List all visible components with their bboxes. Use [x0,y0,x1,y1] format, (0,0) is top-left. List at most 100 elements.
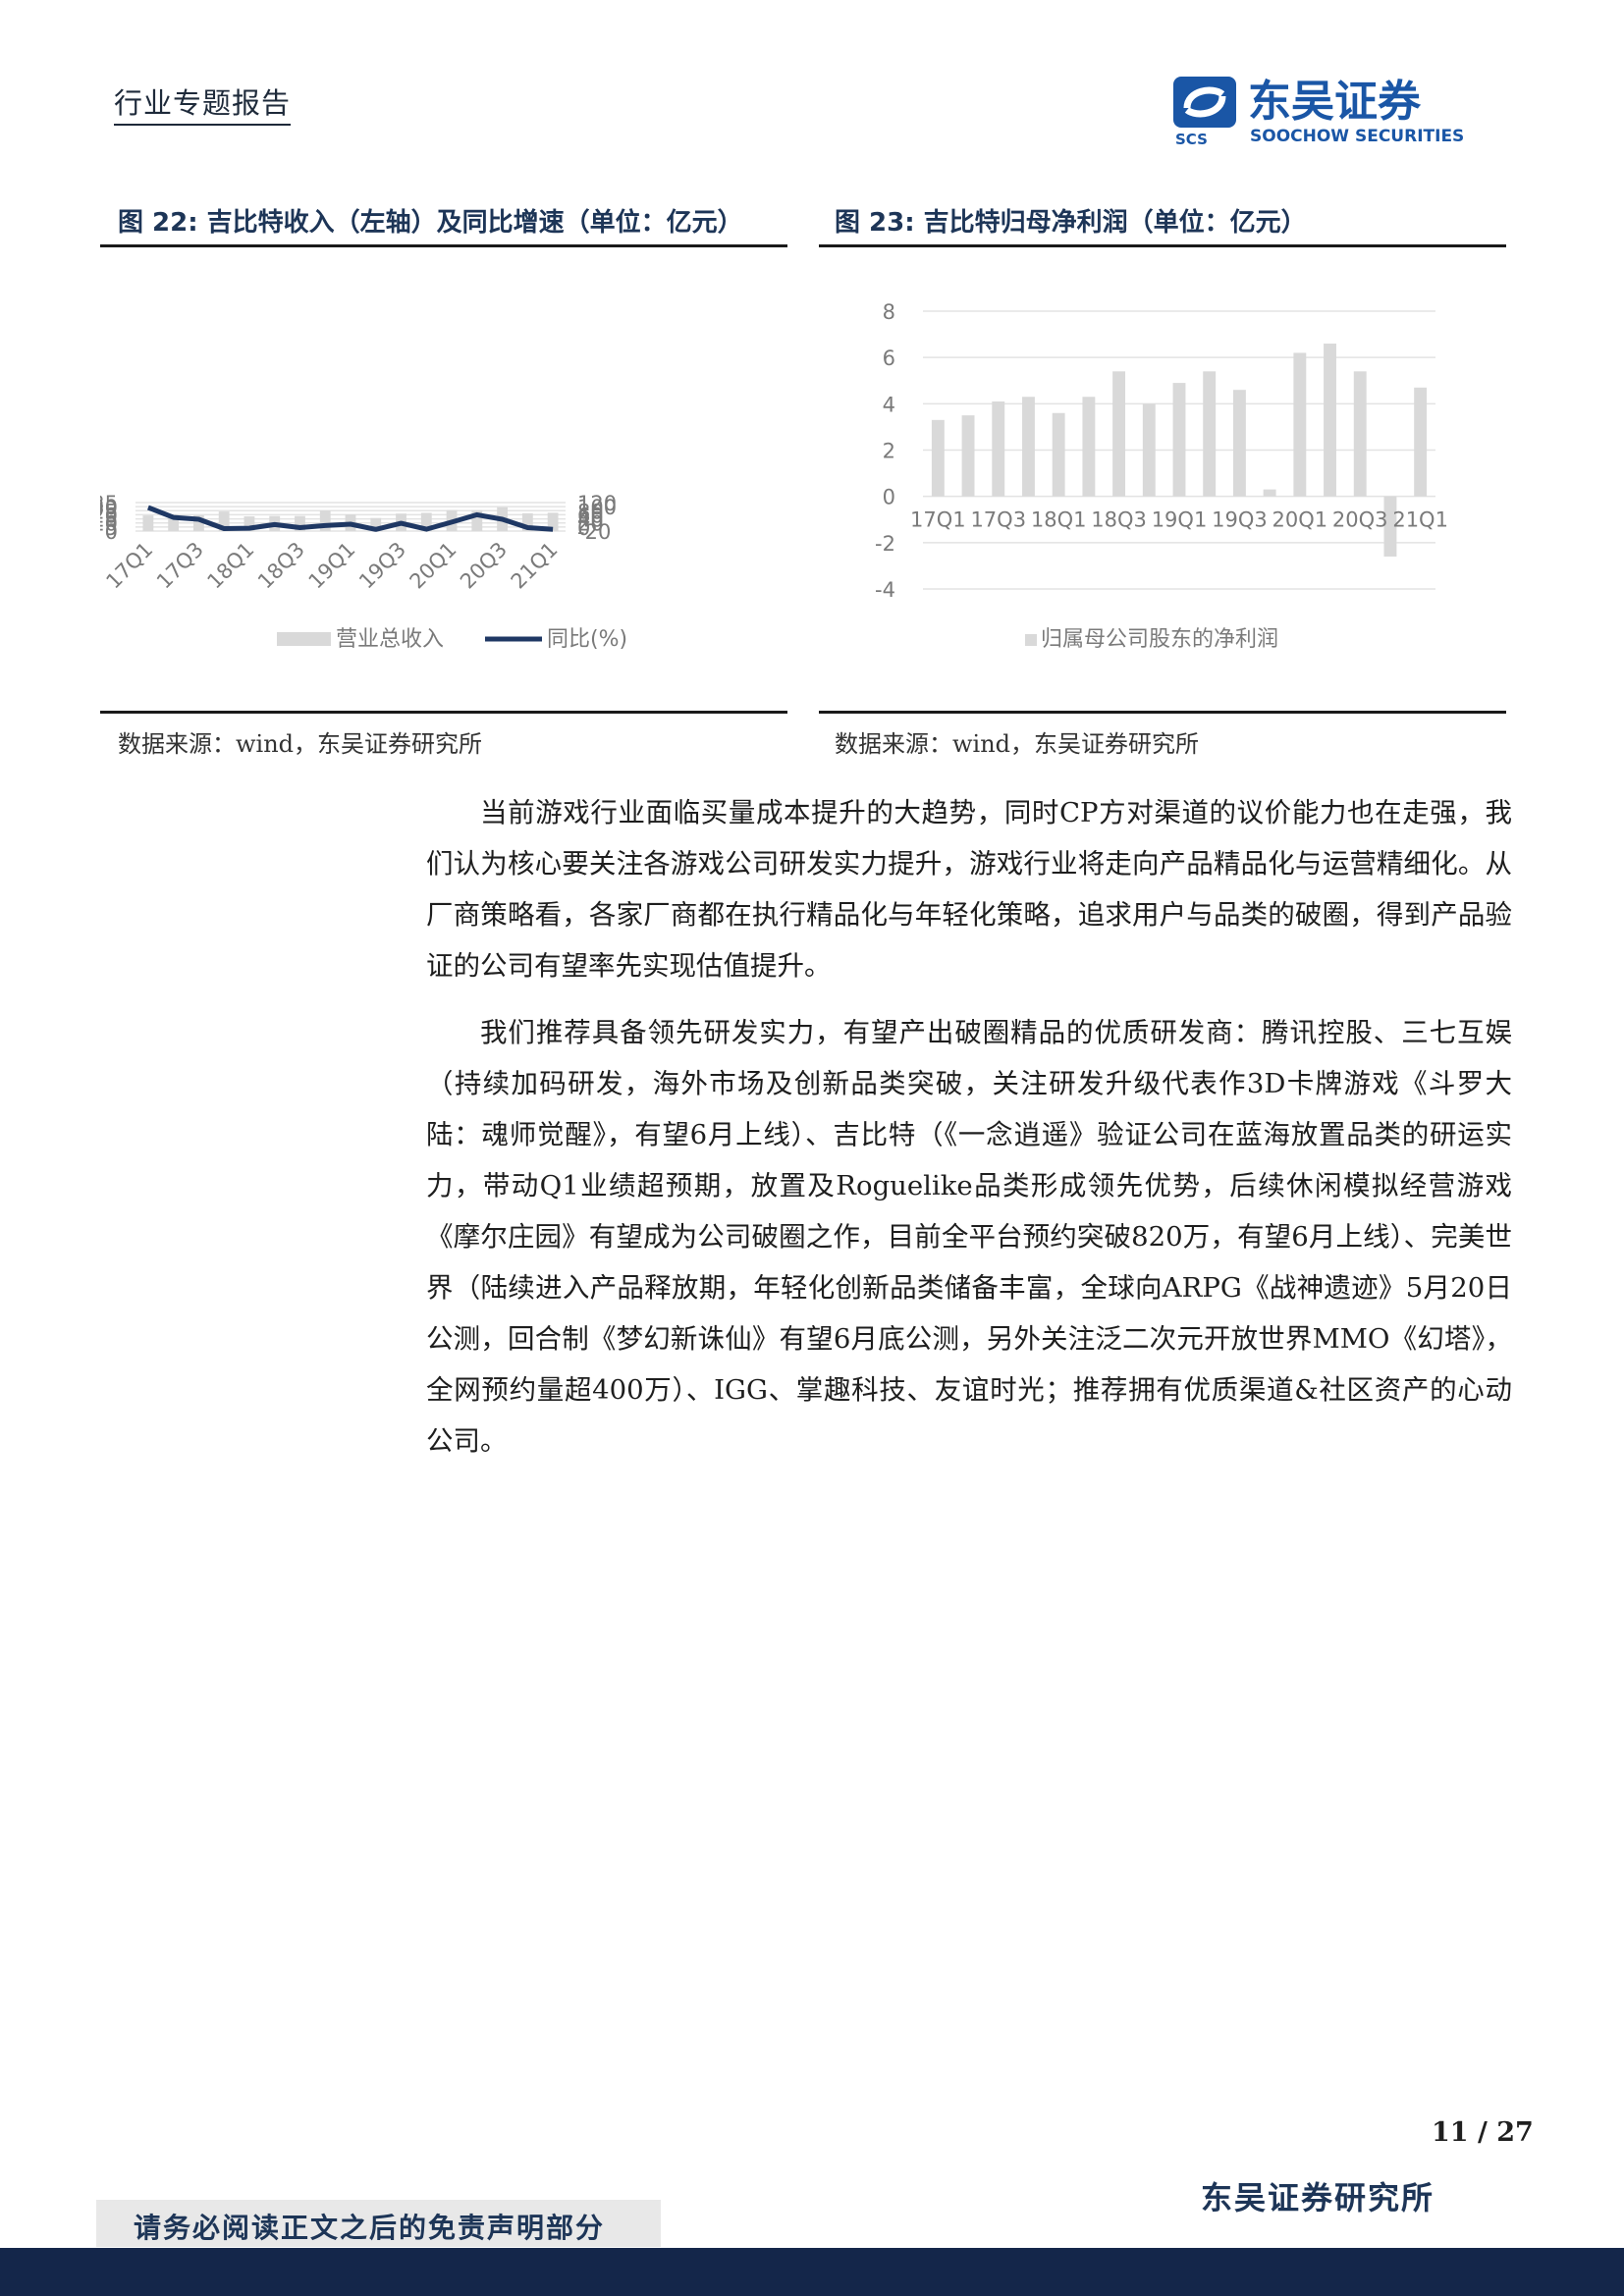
figure22-bottom-rule [100,711,787,714]
legend-netprofit-label: 归属母公司股东的净利润 [1041,627,1278,652]
right-axis-tick: 40 [577,508,604,532]
left-axis-tick: 35 [100,492,118,515]
body-text: 当前游戏行业面临买量成本提升的大趋势，同时CP方对渠道的议价能力也在走强，我们认… [426,787,1512,1482]
left-axis-tick: 30 [100,496,118,519]
net-profit-chart: 8 6 4 2 0 -2 -4 17Q1 17Q3 18Q1 18Q3 19Q1 19Q3 20Q1 20Q… [875,300,1448,652]
net-profit-bar [1232,390,1246,497]
legend-yoy-label: 同比(%) [547,627,627,652]
paragraph-2: 我们推荐具备领先研发实力，有望产出破圈精品的优质研发商：腾讯控股、三七互娱（持续… [426,1017,1512,1457]
net-profit-bar [1142,403,1156,497]
x-axis-tick: 20Q1 [406,538,461,594]
x-axis-tick: 19Q1 [304,538,360,594]
net-profit-bar [1353,371,1367,497]
y-axis-tick: 4 [883,393,895,416]
legend-netprofit-swatch [1025,634,1037,646]
chart2-legend: 归属母公司股东的净利润 [1025,627,1278,652]
x-axis-tick: 17Q3 [152,538,208,594]
x-axis-tick: 18Q3 [1091,508,1147,532]
right-axis-tick: -20 [577,520,611,544]
net-profit-bar [1263,489,1276,497]
x-axis-tick: 18Q1 [1031,508,1087,532]
footer-institute: 东吴证券研究所 [1201,2179,1435,2216]
yoy-growth-line [146,505,554,532]
right-axis-tick: 20 [577,512,604,536]
right-axis-tick: 60 [577,504,604,527]
figure23-source: 数据来源：wind，东吴证券研究所 [835,730,1200,758]
revenue-bar [244,516,255,531]
right-axis-tick: 80 [577,500,604,523]
net-profit-bar [1203,371,1217,497]
y-axis-tick: -2 [875,532,895,556]
legend-revenue-swatch [277,632,331,646]
y-axis-tick: 8 [883,300,895,324]
revenue-bar [193,515,204,531]
page-number: 11 / 27 [1432,2117,1534,2148]
revenue-bar [370,517,382,531]
right-axis-tick: 100 [577,496,617,519]
revenue-bar [142,515,154,531]
figure23-title: 图 23: 吉比特归母净利润（单位：亿元） [835,208,1307,238]
chart1-legend: 营业总收入 同比(%) [277,627,627,652]
net-profit-bar [1293,352,1307,497]
document-type-label: 行业专题报告 [114,80,292,126]
left-axis-tick: 10 [100,512,118,536]
x-axis-tick: 17Q1 [910,508,966,532]
revenue-growth-chart: 35302520151050120100806040200-2017Q117Q3… [100,492,627,652]
revenue-bar [471,509,483,531]
net-profit-bar [1052,412,1065,497]
revenue-bar [295,515,305,531]
x-axis-tick: 20Q3 [456,538,512,594]
net-profit-bar [1022,397,1035,497]
x-axis-tick: 18Q3 [253,538,309,594]
right-axis-tick: 0 [577,516,590,540]
figure23-top-rule [819,244,1506,247]
x-axis-tick: 19Q3 [354,538,410,594]
x-axis-tick: 17Q3 [970,508,1026,532]
revenue-bar [168,514,180,531]
disclaimer-box [96,2200,661,2247]
y-axis-tick: 6 [883,347,895,370]
right-axis-tick: 120 [577,492,617,515]
x-axis-tick: 20Q1 [1272,508,1328,532]
net-profit-bar [1082,397,1096,497]
left-axis-tick: 15 [100,508,118,532]
net-profit-bar [1172,383,1186,497]
x-axis-tick: 19Q1 [1152,508,1208,532]
y-axis-tick: 0 [883,486,895,509]
x-axis-tick: 21Q1 [1392,508,1448,532]
x-axis-tick: 21Q1 [507,538,563,594]
net-profit-bar [1324,344,1336,497]
revenue-bar [521,512,533,531]
revenue-bar [319,510,331,531]
legend-revenue-label: 营业总收入 [336,627,444,652]
net-profit-bar [931,419,945,497]
footer-bar [0,2248,1624,2296]
net-profit-bar [1383,496,1397,557]
figure23-bottom-rule [819,711,1506,714]
y-axis-tick: -4 [875,578,895,602]
figure22-title: 图 22: 吉比特收入（左轴）及同比增速（单位：亿元） [118,208,743,238]
soochow-logo: SCS 东吴证券 SOOCHOW SECURITIES [1173,71,1507,149]
net-profit-bar [992,400,1005,497]
disclaimer-text: 请务必阅读正文之后的免责声明部分 [134,2212,606,2244]
logo-cn: 东吴证券 [1248,77,1422,127]
paragraph-1: 当前游戏行业面临买量成本提升的大趋势，同时CP方对渠道的议价能力也在走强，我们认… [426,797,1512,982]
left-axis-tick: 25 [100,500,118,523]
logo-abbr: SCS [1175,131,1208,148]
left-axis-tick: 0 [105,520,118,544]
left-axis-tick: 20 [100,504,118,527]
figure22-source: 数据来源：wind，东吴证券研究所 [118,730,483,758]
net-profit-bar [961,415,975,497]
x-axis-tick: 17Q1 [101,538,157,594]
revenue-bar [218,511,230,531]
left-axis-tick: 5 [105,516,118,540]
soochow-logo-icon: SCS 东吴证券 SOOCHOW SECURITIES [1173,77,1464,148]
revenue-bar [420,512,432,531]
y-axis-tick: 2 [883,440,895,463]
net-profit-bar [1414,387,1428,497]
revenue-bar [547,512,559,531]
x-axis-tick: 18Q1 [202,538,258,594]
logo-en: SOOCHOW SECURITIES [1250,127,1464,146]
x-axis-tick: 20Q3 [1332,508,1388,532]
figure22-top-rule [100,244,787,247]
